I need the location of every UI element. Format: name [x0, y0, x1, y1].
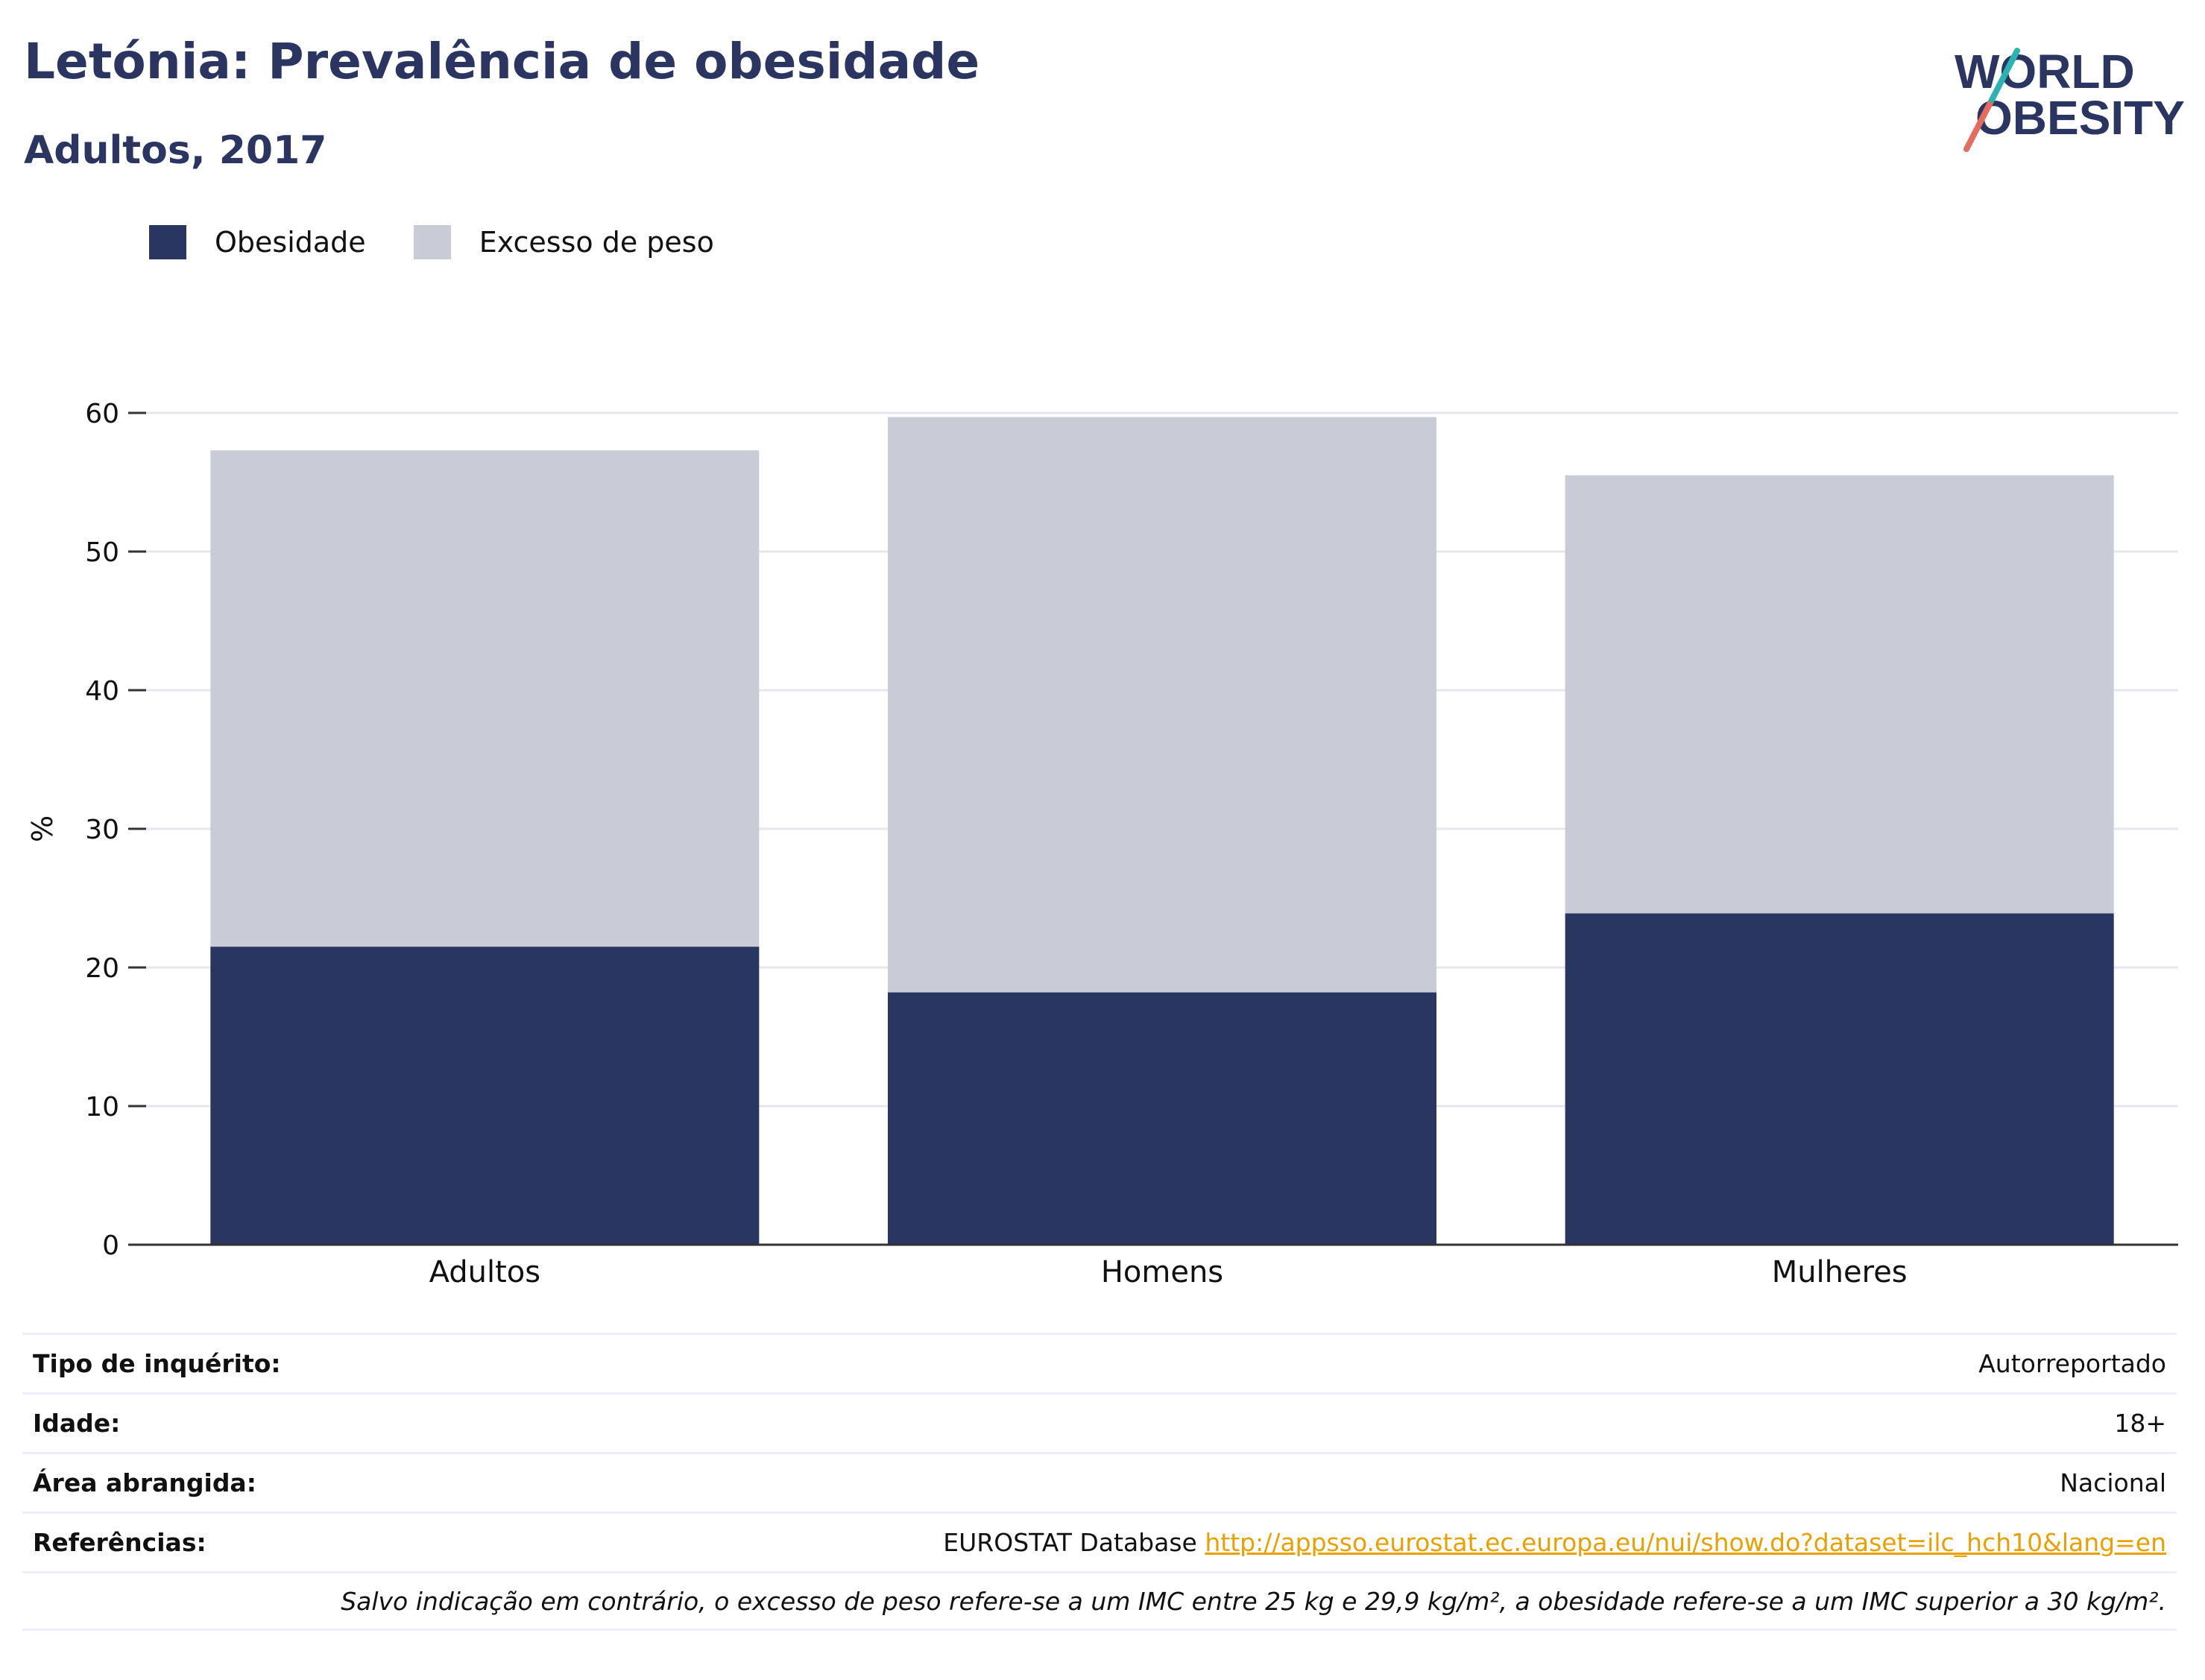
y-tick-label: 30 — [85, 815, 119, 845]
y-axis-label: % — [26, 815, 59, 842]
legend-swatch-overweight — [413, 225, 451, 259]
info-value: 18+ — [2114, 1409, 2166, 1438]
info-value: Nacional — [2060, 1468, 2166, 1497]
y-tick-label: 50 — [85, 537, 119, 568]
bar-overweight — [887, 417, 1437, 993]
x-tick-label: Mulheres — [1772, 1255, 1908, 1289]
legend-label-overweight: Excesso de peso — [479, 226, 714, 259]
x-tick-label: Adultos — [429, 1255, 541, 1289]
bar-obesity — [1565, 913, 2114, 1245]
bar-chart: 0 10 20 30 40 50 60% Adultos Homens Mulheres — [26, 399, 2178, 1289]
info-value: Autorreportado — [1978, 1349, 2166, 1378]
info-table: Tipo de inquérito: Autorreportado Idade:… — [22, 1333, 2177, 1631]
y-tick-label: 40 — [85, 676, 119, 707]
y-tick-label: 0 — [102, 1231, 119, 1261]
legend-item-obesity: Obesidade — [149, 225, 366, 259]
references-source: EUROSTAT Database — [943, 1528, 1205, 1557]
info-label: Tipo de inquérito: — [33, 1349, 281, 1378]
info-label: Idade: — [33, 1409, 121, 1438]
bar-overweight — [1565, 475, 2114, 914]
legend-swatch-obesity — [149, 225, 186, 259]
chart-title: Letónia: Prevalência de obesidade — [24, 33, 980, 90]
info-row-survey-type: Tipo de inquérito: Autorreportado — [22, 1333, 2177, 1392]
chart-subtitle: Adultos, 2017 — [24, 128, 327, 173]
info-row-area: Área abrangida: Nacional — [22, 1452, 2177, 1512]
bar-obesity — [210, 947, 760, 1245]
bar-obesity — [887, 992, 1437, 1245]
chart-legend: Obesidade Excesso de peso — [149, 224, 762, 261]
y-tick-label: 60 — [85, 399, 119, 429]
world-obesity-logo: WORLD OBESITY — [1955, 45, 2185, 152]
info-row-age: Idade: 18+ — [22, 1392, 2177, 1452]
y-tick-label: 10 — [85, 1092, 119, 1122]
logo-line1: WORLD — [1955, 45, 2135, 98]
info-row-references: Referências: EUROSTAT Database http://ap… — [22, 1512, 2177, 1571]
legend-label-obesity: Obesidade — [215, 226, 366, 259]
info-label: Área abrangida: — [33, 1468, 256, 1497]
bar-overweight — [210, 450, 760, 947]
y-tick-label: 20 — [85, 953, 119, 984]
references-link[interactable]: http://appsso.eurostat.ec.europa.eu/nui/… — [1205, 1528, 2166, 1557]
legend-item-overweight: Excesso de peso — [413, 225, 714, 259]
info-note: Salvo indicação em contrário, o excesso … — [22, 1571, 2177, 1631]
references-value: EUROSTAT Database http://appsso.eurostat… — [943, 1528, 2166, 1557]
logo-line2: OBESITY — [1975, 91, 2185, 145]
x-tick-label: Homens — [1101, 1255, 1223, 1289]
info-label: Referências: — [33, 1528, 206, 1557]
